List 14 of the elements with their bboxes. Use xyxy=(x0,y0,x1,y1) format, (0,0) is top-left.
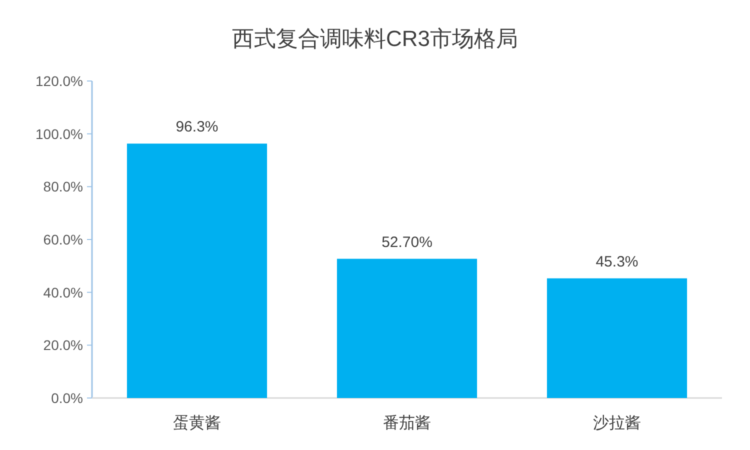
data-label: 96.3% xyxy=(176,118,218,136)
y-tick-label: 100.0% xyxy=(36,126,83,142)
y-tick-label: 80.0% xyxy=(43,178,83,195)
data-label: 52.70% xyxy=(382,234,432,251)
x-tick-label: 沙拉酱 xyxy=(593,414,641,432)
x-tick-label: 番茄酱 xyxy=(383,414,431,432)
y-tick-label: 20.0% xyxy=(43,337,83,354)
y-tick-label: 0.0% xyxy=(51,390,83,406)
y-tick-label: 60.0% xyxy=(43,232,83,248)
x-tick-label: 蛋黄酱 xyxy=(173,414,221,432)
y-tick-label: 120.0% xyxy=(36,73,83,89)
y-tick-label: 40.0% xyxy=(43,284,83,300)
title: 西式复合调味料CR3市场格局 xyxy=(232,26,518,51)
data-label: 45.3% xyxy=(596,253,638,270)
